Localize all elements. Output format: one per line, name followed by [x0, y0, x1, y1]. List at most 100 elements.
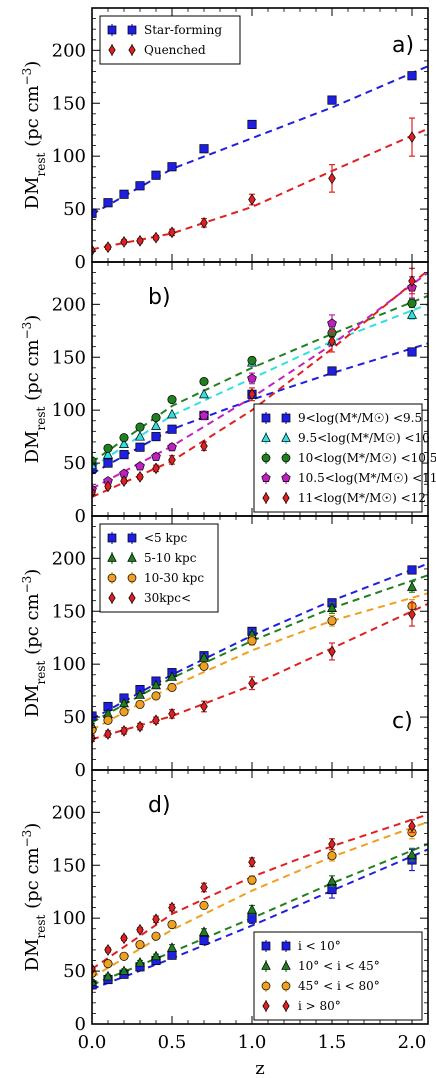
- data-point: [135, 442, 145, 452]
- data-point: [247, 636, 257, 646]
- data-point: [168, 708, 176, 720]
- data-point: [104, 944, 112, 956]
- x-tick-label: 0.0: [78, 1032, 107, 1053]
- data-point: [119, 433, 129, 443]
- legend-label: 10<log(M*/M☉) <10.5: [298, 451, 436, 465]
- data-point: [151, 413, 161, 423]
- legend-marker: [108, 592, 116, 604]
- legend-label: 9.5<log(M*/M☉) <10: [298, 431, 430, 445]
- data-point: [408, 820, 416, 832]
- legend-marker: [127, 25, 137, 35]
- data-point: [119, 189, 129, 199]
- legend-label: Star-forming: [144, 23, 222, 37]
- y-axis-label: DMrest (pc cm−3): [20, 315, 48, 464]
- legend-marker: [281, 453, 291, 463]
- data-point: [103, 449, 113, 459]
- fit-line: [92, 848, 428, 991]
- data-point: [199, 661, 209, 671]
- data-point: [119, 965, 129, 976]
- data-point: [151, 451, 161, 461]
- data-point: [248, 193, 256, 206]
- legend-marker: [282, 1000, 290, 1012]
- data-point: [92, 963, 96, 975]
- data-point: [407, 565, 417, 575]
- plot-area: [92, 65, 428, 257]
- data-point: [327, 602, 337, 612]
- y-tick-label: 100: [52, 146, 86, 167]
- y-tick-label: 0: [75, 1014, 86, 1035]
- legend-marker: [127, 552, 137, 562]
- legend-marker: [261, 981, 271, 991]
- data-point: [168, 226, 176, 239]
- legend-label: i > 80°: [298, 999, 341, 1013]
- y-tick-label: 100: [52, 654, 86, 675]
- y-tick-label: 0: [75, 252, 86, 273]
- data-point: [167, 395, 177, 405]
- y-tick-label: 150: [52, 347, 86, 368]
- legend-label: <5 kpc: [144, 531, 187, 545]
- legend: i < 10° 10° < i < 45° 45° < i < 80° i > 80°: [253, 931, 423, 1021]
- y-tick-label: 50: [63, 961, 86, 982]
- plot-area: [92, 813, 428, 991]
- data-point: [407, 347, 417, 357]
- data-point: [135, 431, 145, 441]
- data-point: [120, 724, 128, 737]
- legend-marker: [261, 960, 271, 970]
- data-point: [199, 377, 209, 387]
- legend-marker: [281, 941, 291, 951]
- data-point: [103, 970, 113, 981]
- data-point: [152, 462, 160, 475]
- legend-marker: [107, 552, 117, 562]
- data-point: [407, 298, 417, 308]
- legend-marker: [261, 941, 271, 951]
- legend-marker: [281, 960, 291, 970]
- fit-line: [92, 574, 428, 724]
- data-point: [135, 181, 145, 191]
- data-point: [167, 408, 177, 419]
- data-point: [103, 198, 113, 208]
- data-point: [119, 450, 129, 460]
- data-point: [136, 923, 144, 936]
- data-point: [408, 275, 416, 287]
- data-point: [199, 410, 209, 420]
- data-point: [151, 170, 161, 180]
- data-point: [199, 652, 209, 662]
- data-point: [200, 216, 208, 229]
- data-point: [151, 432, 161, 442]
- legend-label: 5-10 kpc: [144, 551, 197, 565]
- data-point: [103, 959, 113, 969]
- data-point: [119, 438, 129, 448]
- legend-marker: [281, 413, 291, 423]
- legend-label: 11<log(M*/M☉) <12: [298, 491, 426, 505]
- data-point: [151, 931, 161, 941]
- data-point: [327, 875, 337, 886]
- data-point: [247, 119, 257, 129]
- data-point: [199, 900, 209, 911]
- data-point: [135, 422, 145, 432]
- y-tick-label: 150: [52, 93, 86, 114]
- y-tick-label: 50: [63, 453, 86, 474]
- panel-letter: b): [148, 285, 171, 310]
- data-point: [327, 95, 337, 105]
- y-tick-label: 200: [52, 294, 86, 315]
- data-point: [407, 849, 417, 859]
- fit-line: [92, 127, 428, 251]
- data-point: [247, 373, 257, 383]
- legend-label: Quenched: [144, 43, 206, 57]
- data-point: [407, 71, 417, 81]
- legend: 9<log(M*/M☉) <9.5 9.5<log(M*/M☉) <10 10<lo…: [253, 403, 436, 513]
- data-point: [247, 904, 257, 914]
- legend: Star-forming Quenched: [99, 15, 241, 65]
- legend-box: [253, 931, 423, 1021]
- data-point: [199, 144, 209, 154]
- data-point: [120, 932, 128, 945]
- fit-line: [92, 820, 428, 979]
- data-point: [135, 689, 145, 699]
- data-point: [199, 388, 209, 399]
- legend-marker: [127, 573, 137, 583]
- data-point: [120, 235, 128, 248]
- data-point: [119, 951, 129, 961]
- data-point: [408, 608, 416, 621]
- x-axis-label: z: [255, 1058, 264, 1078]
